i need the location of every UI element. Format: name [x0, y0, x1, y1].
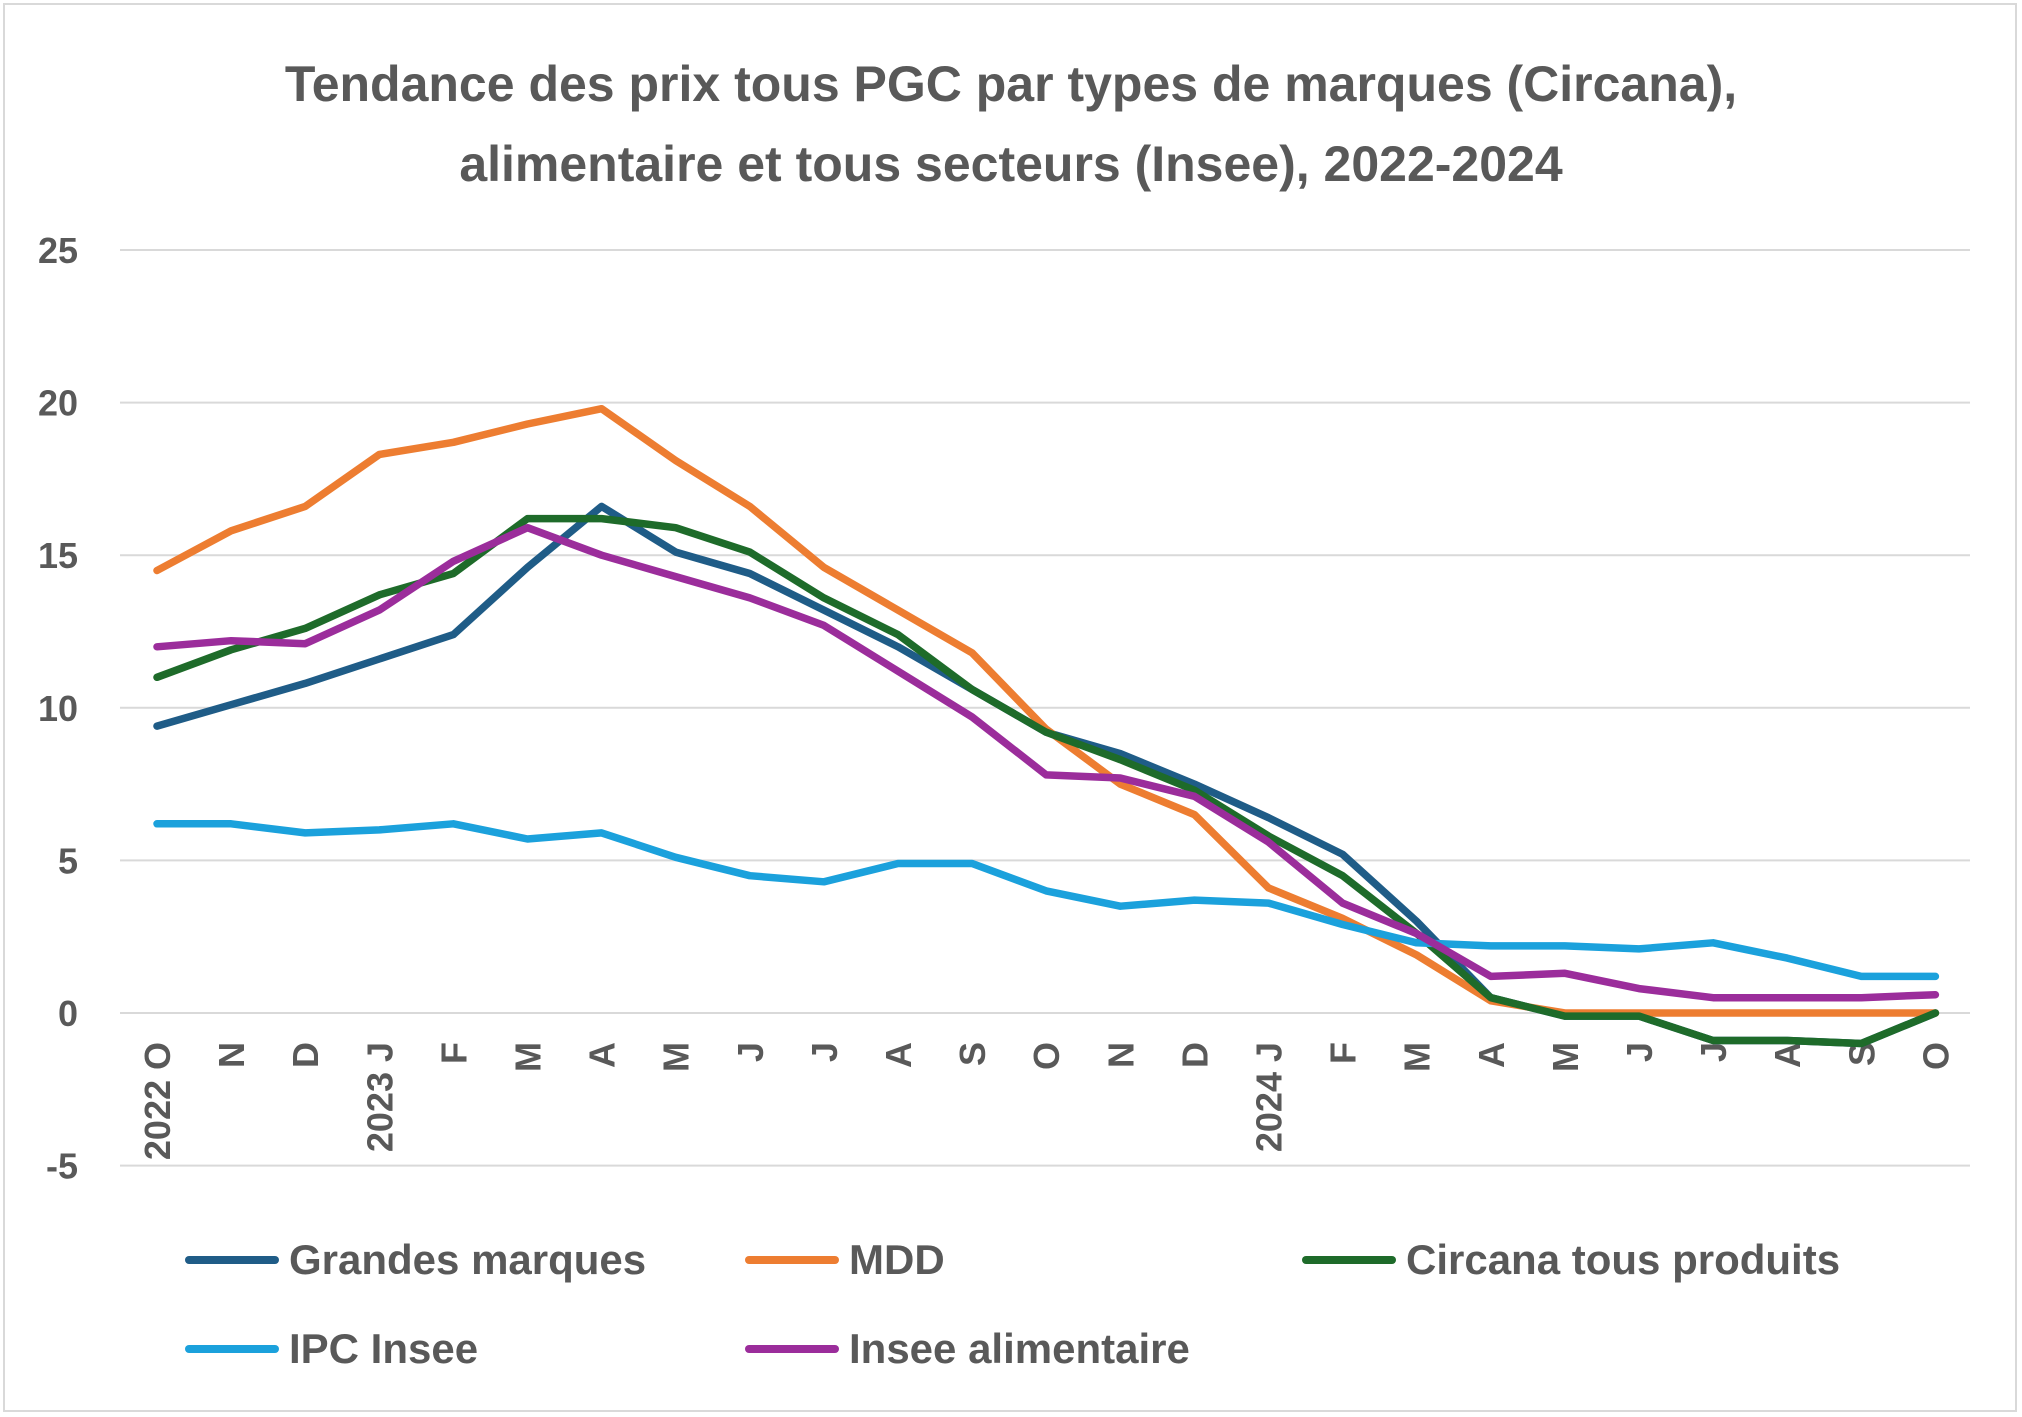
- x-tick-label: M: [1397, 1042, 1438, 1072]
- x-tick-label: A: [878, 1042, 919, 1068]
- legend-item-circana-tous-produits: Circana tous produits: [1302, 1235, 1840, 1285]
- series-line-ipc-insee: [153, 820, 1940, 981]
- legend-label: IPC Insee: [289, 1325, 479, 1372]
- x-tick-label: A: [1767, 1042, 1808, 1068]
- gridlines: [120, 249, 1970, 1167]
- y-tick-label: 0: [58, 993, 78, 1034]
- chart-title: Tendance des prix tous PGC par types de …: [0, 44, 2022, 204]
- x-tick-label: 2022 O: [137, 1042, 178, 1160]
- x-tick-label: M: [1545, 1042, 1586, 1072]
- x-tick-label: J: [1693, 1042, 1734, 1062]
- x-tick-label: 2023 J: [359, 1042, 400, 1152]
- x-tick-label: S: [952, 1042, 993, 1066]
- legend-swatch: [745, 1345, 839, 1353]
- legend-item-insee-alimentaire: Insee alimentaire: [745, 1324, 1190, 1374]
- y-tick-label: -5: [46, 1146, 78, 1187]
- series-line-circana-tous-produits: [153, 514, 1940, 1048]
- x-tick-label: J: [804, 1042, 845, 1062]
- x-tick-label: D: [1174, 1042, 1215, 1068]
- legend-item-ipc-insee: IPC Insee: [185, 1324, 478, 1374]
- chart-title-line-2: alimentaire et tous secteurs (Insee), 20…: [459, 136, 1563, 192]
- x-tick-label: N: [211, 1042, 252, 1068]
- legend-label: Grandes marques: [289, 1236, 647, 1283]
- y-axis-tick-labels: -5 0 5 10 15 20 25: [38, 230, 78, 1187]
- legend-label: Insee alimentaire: [849, 1325, 1190, 1372]
- legend-swatch: [185, 1345, 279, 1353]
- chart-title-line-1: Tendance des prix tous PGC par types de …: [284, 56, 1738, 112]
- legend-label: MDD: [849, 1236, 945, 1283]
- y-tick-label: 15: [38, 535, 78, 576]
- legend-swatch: [745, 1256, 839, 1264]
- y-tick-label: 5: [58, 840, 78, 881]
- x-tick-label: O: [1915, 1042, 1956, 1070]
- y-tick-label: 10: [38, 688, 78, 729]
- series-lines: [153, 404, 1940, 1048]
- x-tick-label: M: [656, 1042, 697, 1072]
- x-tick-label: A: [1471, 1042, 1512, 1068]
- x-tick-label: O: [1026, 1042, 1067, 1070]
- x-tick-label: J: [730, 1042, 771, 1062]
- x-tick-label: M: [508, 1042, 549, 1072]
- series-line-mdd: [153, 404, 1940, 1017]
- x-tick-label: F: [433, 1042, 474, 1064]
- y-tick-label: 25: [38, 230, 78, 271]
- series-line-insee-alimentaire: [153, 523, 1940, 1002]
- x-tick-label: 2024 J: [1249, 1042, 1290, 1152]
- x-tick-label: A: [582, 1042, 623, 1068]
- legend-swatch: [1302, 1256, 1396, 1264]
- x-tick-label: F: [1323, 1042, 1364, 1064]
- x-tick-label: J: [1619, 1042, 1660, 1062]
- legend-item-mdd: MDD: [745, 1235, 945, 1285]
- x-tick-label: N: [1100, 1042, 1141, 1068]
- legend-item-grandes-marques: Grandes marques: [185, 1235, 646, 1285]
- x-tick-label: D: [285, 1042, 326, 1068]
- legend-label: Circana tous produits: [1406, 1236, 1841, 1283]
- y-tick-label: 20: [38, 383, 78, 424]
- legend-swatch: [185, 1256, 279, 1264]
